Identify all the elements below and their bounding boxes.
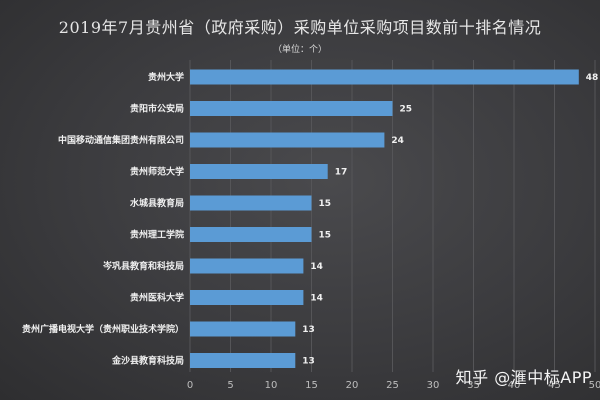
x-tick-label: 35 xyxy=(467,380,480,391)
x-tick-label: 25 xyxy=(386,380,399,391)
x-tick-label: 0 xyxy=(187,380,193,391)
chart-title: 2019年7月贵州省（政府采购）采购单位采购项目数前十排名情况 xyxy=(58,18,542,37)
watermark: 知乎 @滙中标APP xyxy=(455,368,592,387)
value-label: 15 xyxy=(319,199,332,209)
x-tick-labels: 0 5 10 15 20 25 30 35 40 45 50 xyxy=(187,380,600,391)
bar xyxy=(190,132,385,148)
x-tick-label: 5 xyxy=(227,380,233,391)
value-label: 17 xyxy=(335,168,348,178)
bar xyxy=(190,258,304,274)
x-tick-label: 20 xyxy=(346,380,359,391)
value-label: 14 xyxy=(310,294,323,304)
x-tick-label: 40 xyxy=(508,380,521,391)
value-label: 15 xyxy=(319,231,332,241)
x-tick-label: 15 xyxy=(305,380,318,391)
x-tick-label: 50 xyxy=(589,380,600,391)
bar xyxy=(190,195,312,211)
x-tick-label: 10 xyxy=(265,380,278,391)
bar xyxy=(190,69,579,85)
bar xyxy=(190,227,312,242)
category-label: 贵州理工学院 xyxy=(130,229,184,241)
x-tick-label: 45 xyxy=(548,380,561,391)
category-label: 贵阳市公安局 xyxy=(130,103,184,115)
x-tick-label: 30 xyxy=(427,380,440,391)
category-label: 贵州医科大学 xyxy=(130,292,184,304)
bar xyxy=(190,101,393,116)
bar xyxy=(190,321,296,337)
bar xyxy=(190,353,296,368)
category-labels: 贵州大学贵阳市公安局中国移动通信集团贵州有限公司贵州师范大学水城县教育局贵州理工… xyxy=(22,71,184,367)
chart-subtitle: （单位：个） xyxy=(272,45,327,55)
value-label: 24 xyxy=(391,136,404,146)
bar xyxy=(190,290,304,305)
category-label: 贵州师范大学 xyxy=(130,166,184,178)
category-label: 中国移动通信集团贵州有限公司 xyxy=(58,134,184,146)
value-labels: 48 25 24 17 15 15 14 14 13 13 xyxy=(302,73,598,367)
value-label: 13 xyxy=(302,357,315,367)
value-label: 25 xyxy=(400,105,413,115)
category-label: 贵州大学 xyxy=(148,71,184,83)
bars xyxy=(190,69,579,368)
value-label: 13 xyxy=(302,325,315,335)
value-label: 14 xyxy=(310,262,323,272)
category-label: 金沙县教育科技局 xyxy=(111,355,184,367)
bar xyxy=(190,164,328,179)
category-label: 岑巩县教育和科技局 xyxy=(102,260,184,272)
value-label: 48 xyxy=(586,73,599,83)
category-label: 贵州广播电视大学（贵州职业技术学院） xyxy=(22,323,184,335)
category-label: 水城县教育局 xyxy=(130,197,184,209)
